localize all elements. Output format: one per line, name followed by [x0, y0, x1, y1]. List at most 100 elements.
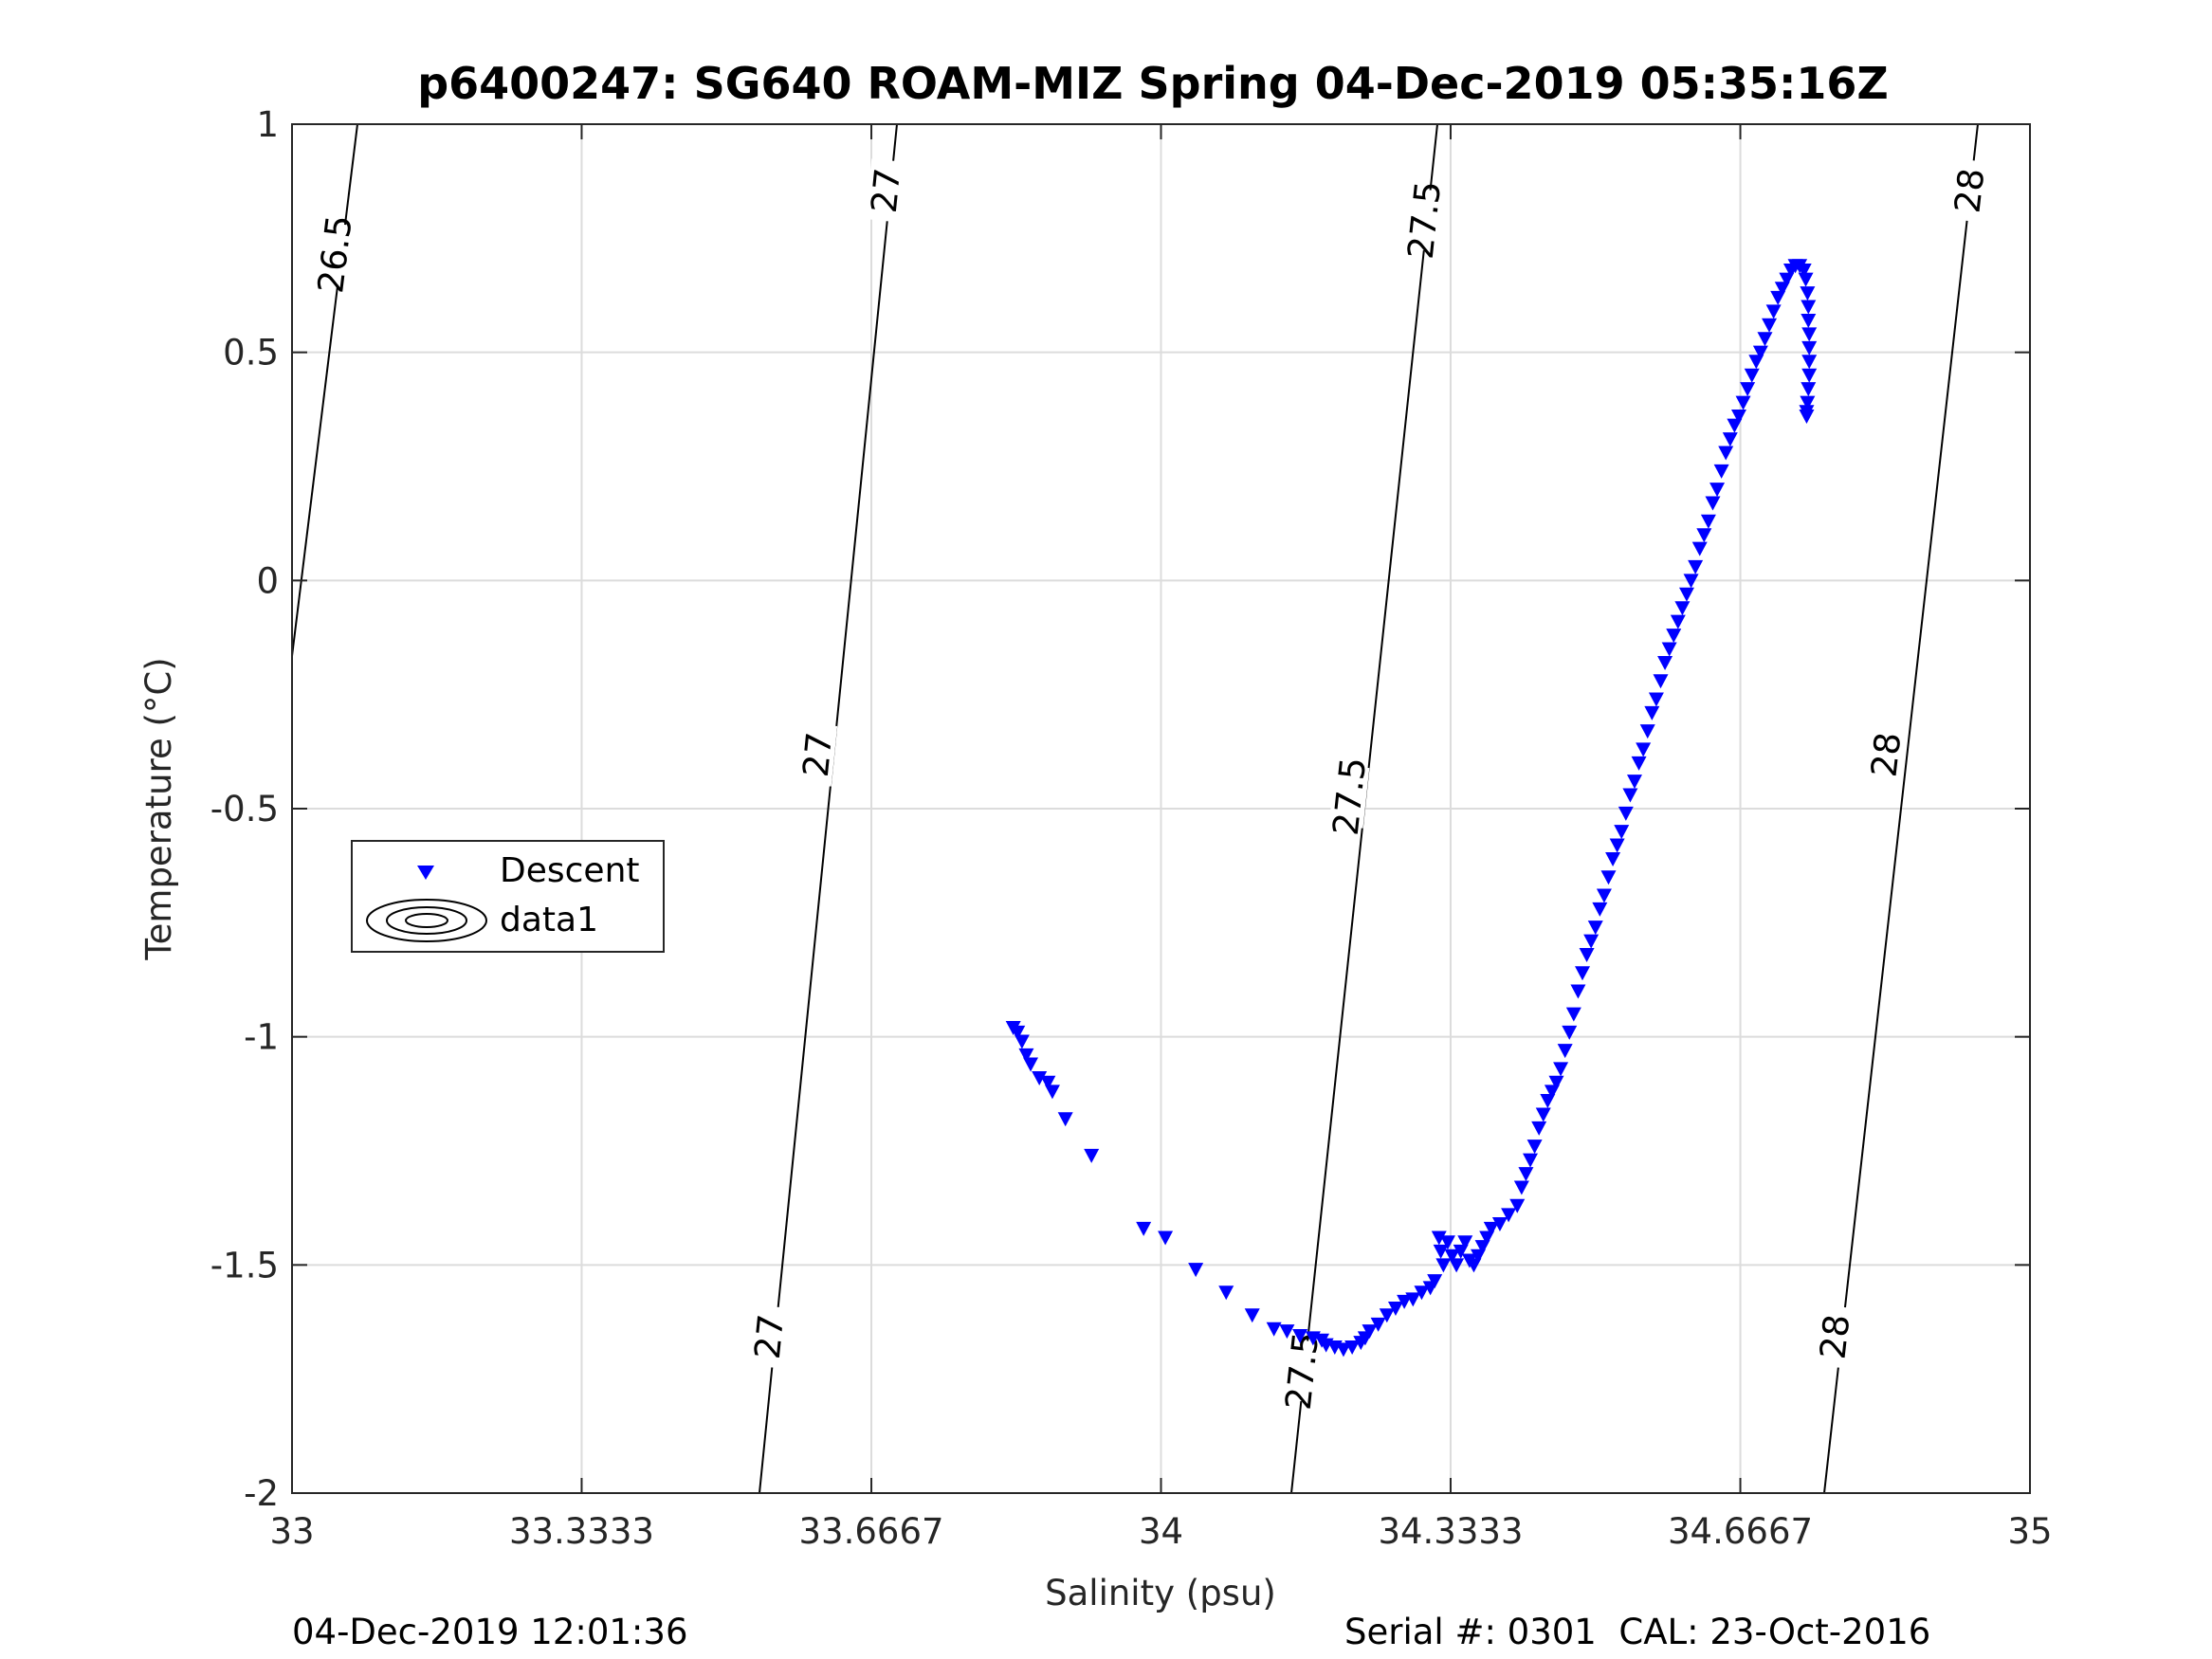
descent-point [1292, 1328, 1308, 1343]
descent-point [1427, 1274, 1443, 1289]
descent-point [1044, 1085, 1060, 1100]
y-tick-label: -2 [244, 1473, 279, 1514]
descent-point [1483, 1221, 1499, 1236]
descent-point [1084, 1148, 1100, 1163]
descent-point [1405, 1292, 1421, 1307]
isopycnal-label-bg [314, 222, 356, 286]
isopycnal-label-bg [1403, 188, 1445, 252]
descent-point [1583, 934, 1600, 949]
x-tick-label: 33.3333 [509, 1511, 654, 1552]
x-tick-label: 33 [269, 1511, 314, 1552]
descent-point [1244, 1308, 1260, 1323]
isopycnal-label: 27 [864, 166, 908, 214]
descent-point [1800, 395, 1816, 410]
descent-point [1801, 327, 1818, 342]
descent-point [1757, 332, 1773, 347]
y-tick-label: 0.5 [223, 333, 279, 374]
descent-point [1535, 1107, 1551, 1122]
descent-series [1005, 259, 1818, 1358]
descent-point [1501, 1208, 1517, 1223]
descent-point [1032, 1070, 1048, 1085]
descent-point [1648, 692, 1664, 707]
legend-data1-label: data1 [500, 901, 598, 939]
descent-point [1557, 1044, 1573, 1059]
descent-point [1040, 1075, 1056, 1090]
footer-timestamp: 04-Dec-2019 12:01:36 [292, 1612, 688, 1652]
descent-point [1379, 1308, 1395, 1323]
descent-point [1565, 1007, 1581, 1022]
descent-point [1018, 1048, 1034, 1063]
descent-point [1636, 742, 1652, 757]
descent-point [1653, 674, 1669, 689]
descent-point [1526, 1139, 1543, 1155]
descent-point [1266, 1322, 1282, 1337]
isopycnal-label: 27.5 [1278, 1330, 1326, 1412]
descent-point [1136, 1221, 1152, 1236]
legend: Descent data1 [351, 840, 665, 953]
descent-point [1644, 705, 1660, 720]
descent-point [1531, 1121, 1547, 1136]
x-tick-label: 35 [2007, 1511, 2052, 1552]
legend-contour-icon [366, 899, 487, 942]
legend-descent-label: Descent [500, 851, 640, 890]
descent-point [1491, 1217, 1508, 1232]
descent-point [1605, 851, 1621, 866]
descent-point [1801, 313, 1817, 328]
descent-point [1618, 806, 1634, 821]
descent-point [1666, 629, 1682, 644]
descent-point [1705, 496, 1721, 511]
y-tick-label: -1.5 [210, 1245, 279, 1285]
descent-point [1735, 395, 1751, 410]
descent-point [1798, 272, 1814, 287]
descent-point [1509, 1198, 1526, 1213]
isopycnal-label: 28 [1813, 1312, 1858, 1361]
descent-point [1435, 1258, 1452, 1273]
descent-point [1740, 382, 1756, 397]
isopycnal-lines: 26.5 27 27 27 27.5 27.5 27.5 28 28 28 [291, 123, 1992, 1494]
descent-point [1801, 300, 1817, 315]
isopycnal-label-bg [796, 722, 838, 787]
descent-point [1518, 1167, 1534, 1182]
descent-point [1801, 382, 1817, 397]
descent-point [1553, 1062, 1569, 1077]
chart-title: p6400247: SG640 ROAM-MIZ Spring 04-Dec-2… [417, 58, 1889, 109]
isopycnal-label-bg [1865, 722, 1907, 787]
x-tick-label: 34.3333 [1378, 1511, 1523, 1552]
descent-point [1279, 1324, 1295, 1340]
descent-point [1765, 304, 1782, 319]
descent-point [1600, 870, 1617, 885]
descent-point [1344, 1340, 1361, 1355]
isopycnal-label-bg [865, 158, 906, 223]
descent-point [1439, 1235, 1455, 1250]
descent-point [1678, 587, 1694, 602]
descent-point [1592, 902, 1608, 917]
descent-point [1718, 446, 1734, 461]
x-axis-label: Salinity (psu) [1045, 1573, 1276, 1613]
descent-point [1762, 318, 1778, 333]
descent-point [1010, 1025, 1026, 1040]
footer-serial-cal: Serial #: 0301 CAL: 23-Oct-2016 [1344, 1612, 1931, 1652]
descent-point [1670, 614, 1686, 629]
descent-point [1449, 1258, 1465, 1273]
descent-point [1688, 559, 1704, 574]
descent-point [1513, 1180, 1529, 1195]
descent-point [1570, 984, 1586, 999]
legend-descent-marker [417, 866, 434, 880]
descent-point [1158, 1231, 1174, 1246]
descent-point [1744, 368, 1760, 383]
isopycnal-label: 26.5 [310, 213, 360, 296]
descent-point [1657, 655, 1673, 670]
descent-point [1433, 1244, 1449, 1259]
descent-point [1614, 825, 1630, 840]
isopycnal-label: 27.5 [1325, 756, 1374, 837]
descent-point [1523, 1153, 1539, 1168]
descent-point [1387, 1302, 1403, 1317]
descent-point [1752, 345, 1768, 360]
descent-point [1218, 1285, 1234, 1301]
descent-point [1626, 775, 1642, 790]
isopycnal-27 [759, 123, 898, 1494]
descent-point [1801, 340, 1818, 356]
isopycnal-label-bg [1328, 764, 1370, 829]
isopycnal-label: 27 [747, 1312, 792, 1360]
